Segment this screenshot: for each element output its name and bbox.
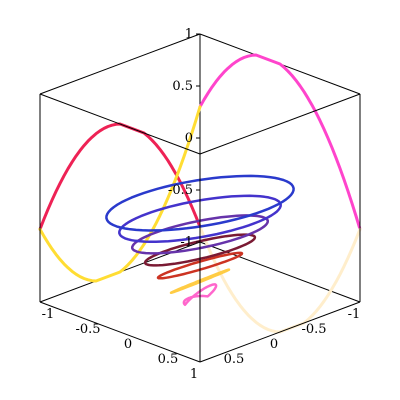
box-front-edges — [39, 93, 361, 363]
box-front-edge — [39, 301, 201, 363]
axes: 1 0.5 0 -0.5 -1 -1 -0.5 0 0.5 1 0.5 0 -0.5 -1 — [42, 27, 361, 382]
z-tick-label: 0 — [185, 131, 193, 146]
surface-contour-line — [169, 268, 231, 295]
x-axis-ticks: -1 -0.5 0 0.5 1 — [190, 307, 360, 382]
x-tick-label: -0.5 — [301, 322, 326, 337]
surface-contour-line — [105, 174, 295, 232]
surface-boundary-edge — [198, 53, 362, 231]
y-axis-ticks: 0.5 0 -0.5 -1 — [42, 307, 179, 367]
z-tick-label: -1 — [180, 235, 193, 250]
surface-contour-line — [156, 251, 244, 280]
surface-contour-line — [143, 233, 257, 267]
box-front-edge — [39, 93, 201, 155]
box-front-edge — [199, 93, 361, 155]
z-tick-label: -0.5 — [168, 183, 193, 198]
box-front-edge — [199, 301, 361, 363]
z-axis-ticks: 1 0.5 0 -0.5 -1 — [168, 27, 200, 250]
surface-contour-line — [118, 194, 282, 244]
y-tick-label: 0.5 — [158, 352, 179, 367]
y-tick-label: -1 — [42, 307, 55, 322]
y-tick-label: 0 — [124, 337, 132, 352]
box-back-edge — [39, 33, 201, 95]
z-tick-label: 1 — [185, 27, 193, 42]
x-tick-label: 0.5 — [224, 352, 245, 367]
x-tick-label: 1 — [190, 367, 198, 382]
x-tick-label: -1 — [348, 307, 361, 322]
x-tick-label: 0 — [270, 337, 278, 352]
y-tick-label: -0.5 — [75, 322, 100, 337]
surface-contour-line — [182, 283, 218, 307]
z-tick-label: 0.5 — [172, 79, 193, 94]
